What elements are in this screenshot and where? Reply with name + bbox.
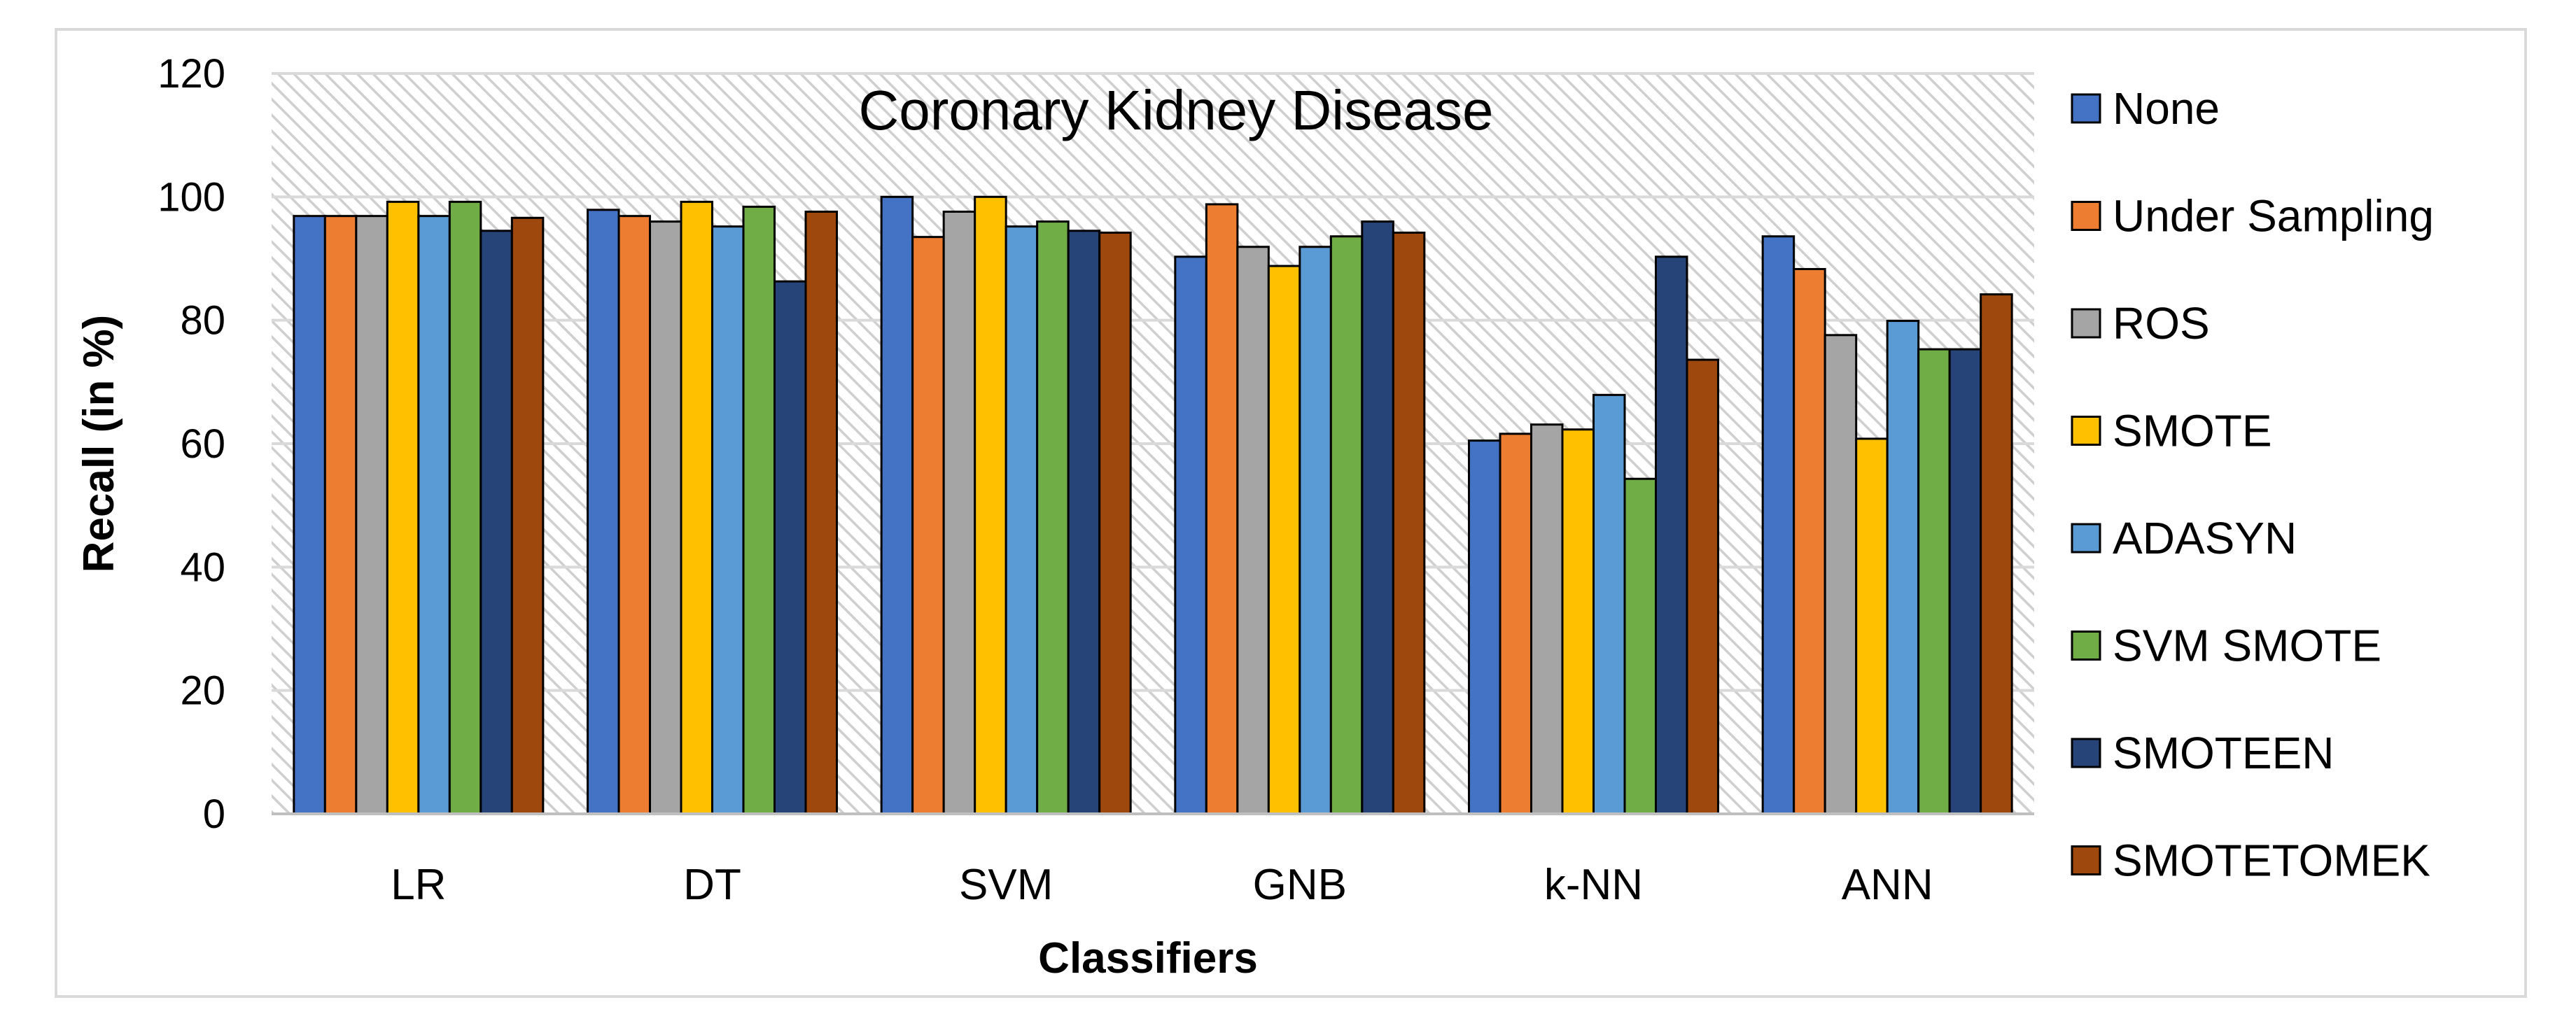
bar-2-2 bbox=[942, 210, 976, 815]
bar-2-3 bbox=[974, 195, 1007, 815]
bar-1-7 bbox=[804, 210, 838, 815]
x-tick-label: SVM bbox=[959, 861, 1053, 909]
x-tick-label: ANN bbox=[1842, 861, 1933, 909]
bar-5-3 bbox=[1855, 437, 1889, 815]
bar-3-4 bbox=[1298, 246, 1332, 815]
x-axis-title: Classifiers bbox=[1038, 934, 1258, 983]
bar-0-0 bbox=[293, 215, 326, 815]
bar-2-7 bbox=[1098, 231, 1132, 815]
bar-0-2 bbox=[355, 215, 388, 815]
bar-1-5 bbox=[742, 205, 776, 815]
bar-4-5 bbox=[1623, 477, 1657, 815]
x-tick-label: LR bbox=[391, 861, 446, 909]
bar-3-6 bbox=[1361, 220, 1394, 815]
bar-2-0 bbox=[880, 195, 914, 815]
legend-swatch-6 bbox=[2071, 738, 2101, 768]
bar-2-5 bbox=[1036, 220, 1070, 815]
bar-2-6 bbox=[1067, 230, 1101, 815]
y-tick-label: 0 bbox=[203, 791, 225, 837]
bar-1-6 bbox=[774, 280, 807, 815]
bar-5-5 bbox=[1917, 348, 1951, 815]
bar-0-5 bbox=[448, 200, 482, 815]
legend-swatch-2 bbox=[2071, 308, 2101, 339]
bar-3-1 bbox=[1205, 203, 1239, 815]
bar-3-3 bbox=[1267, 265, 1301, 815]
y-tick-label: 120 bbox=[158, 51, 225, 97]
legend-label-1: Under Sampling bbox=[2113, 191, 2434, 241]
legend-label-6: SMOTEEN bbox=[2113, 728, 2334, 778]
bar-3-5 bbox=[1329, 235, 1364, 815]
bar-4-6 bbox=[1655, 255, 1688, 815]
legend-label-3: SMOTE bbox=[2113, 406, 2272, 456]
bar-4-0 bbox=[1468, 439, 1502, 815]
bar-4-4 bbox=[1592, 393, 1626, 815]
bar-4-2 bbox=[1530, 423, 1564, 815]
bar-1-2 bbox=[649, 220, 682, 815]
legend-label-5: SVM SMOTE bbox=[2113, 621, 2381, 671]
legend-swatch-4 bbox=[2071, 523, 2101, 554]
y-tick-label: 60 bbox=[180, 421, 225, 467]
bar-0-4 bbox=[417, 215, 451, 815]
bar-0-6 bbox=[479, 230, 513, 815]
bar-5-0 bbox=[1761, 235, 1795, 815]
x-tick-label: GNB bbox=[1253, 861, 1347, 909]
bar-5-6 bbox=[1948, 348, 1982, 815]
bar-0-1 bbox=[323, 215, 358, 815]
bar-5-7 bbox=[1980, 293, 2013, 815]
y-tick-label: 20 bbox=[180, 668, 225, 714]
chart-title: Coronary Kidney Disease bbox=[858, 79, 1493, 141]
legend-swatch-1 bbox=[2071, 201, 2101, 231]
bar-1-3 bbox=[680, 200, 713, 815]
y-axis-title: Recall (in %) bbox=[75, 315, 123, 573]
x-tick-label: k-NN bbox=[1544, 861, 1643, 909]
bar-1-0 bbox=[587, 209, 620, 815]
bar-4-7 bbox=[1686, 358, 1719, 815]
bar-1-4 bbox=[711, 225, 745, 815]
legend-label-4: ADASYN bbox=[2113, 513, 2297, 563]
bar-1-1 bbox=[617, 215, 651, 815]
bar-4-1 bbox=[1499, 432, 1532, 815]
legend-swatch-0 bbox=[2071, 93, 2101, 124]
legend-swatch-3 bbox=[2071, 416, 2101, 446]
legend-swatch-5 bbox=[2071, 631, 2101, 661]
y-tick-label: 100 bbox=[158, 174, 225, 220]
x-tick-label: DT bbox=[683, 861, 741, 909]
legend-label-7: SMOTETOMEK bbox=[2113, 836, 2430, 886]
y-tick-label: 80 bbox=[180, 298, 225, 344]
bar-2-4 bbox=[1004, 225, 1039, 815]
bar-3-7 bbox=[1392, 231, 1426, 815]
bar-4-3 bbox=[1561, 428, 1595, 815]
bar-5-2 bbox=[1823, 334, 1858, 815]
bar-3-2 bbox=[1236, 246, 1270, 815]
legend-label-2: ROS bbox=[2113, 298, 2210, 348]
bar-0-3 bbox=[386, 200, 420, 815]
bar-2-1 bbox=[911, 236, 945, 815]
bar-3-0 bbox=[1174, 255, 1208, 815]
bar-5-4 bbox=[1886, 320, 1920, 815]
y-tick-label: 40 bbox=[180, 544, 225, 590]
legend-label-0: None bbox=[2113, 83, 2220, 134]
legend-swatch-7 bbox=[2071, 845, 2101, 875]
bar-5-1 bbox=[1793, 267, 1826, 815]
bar-0-7 bbox=[510, 216, 545, 815]
